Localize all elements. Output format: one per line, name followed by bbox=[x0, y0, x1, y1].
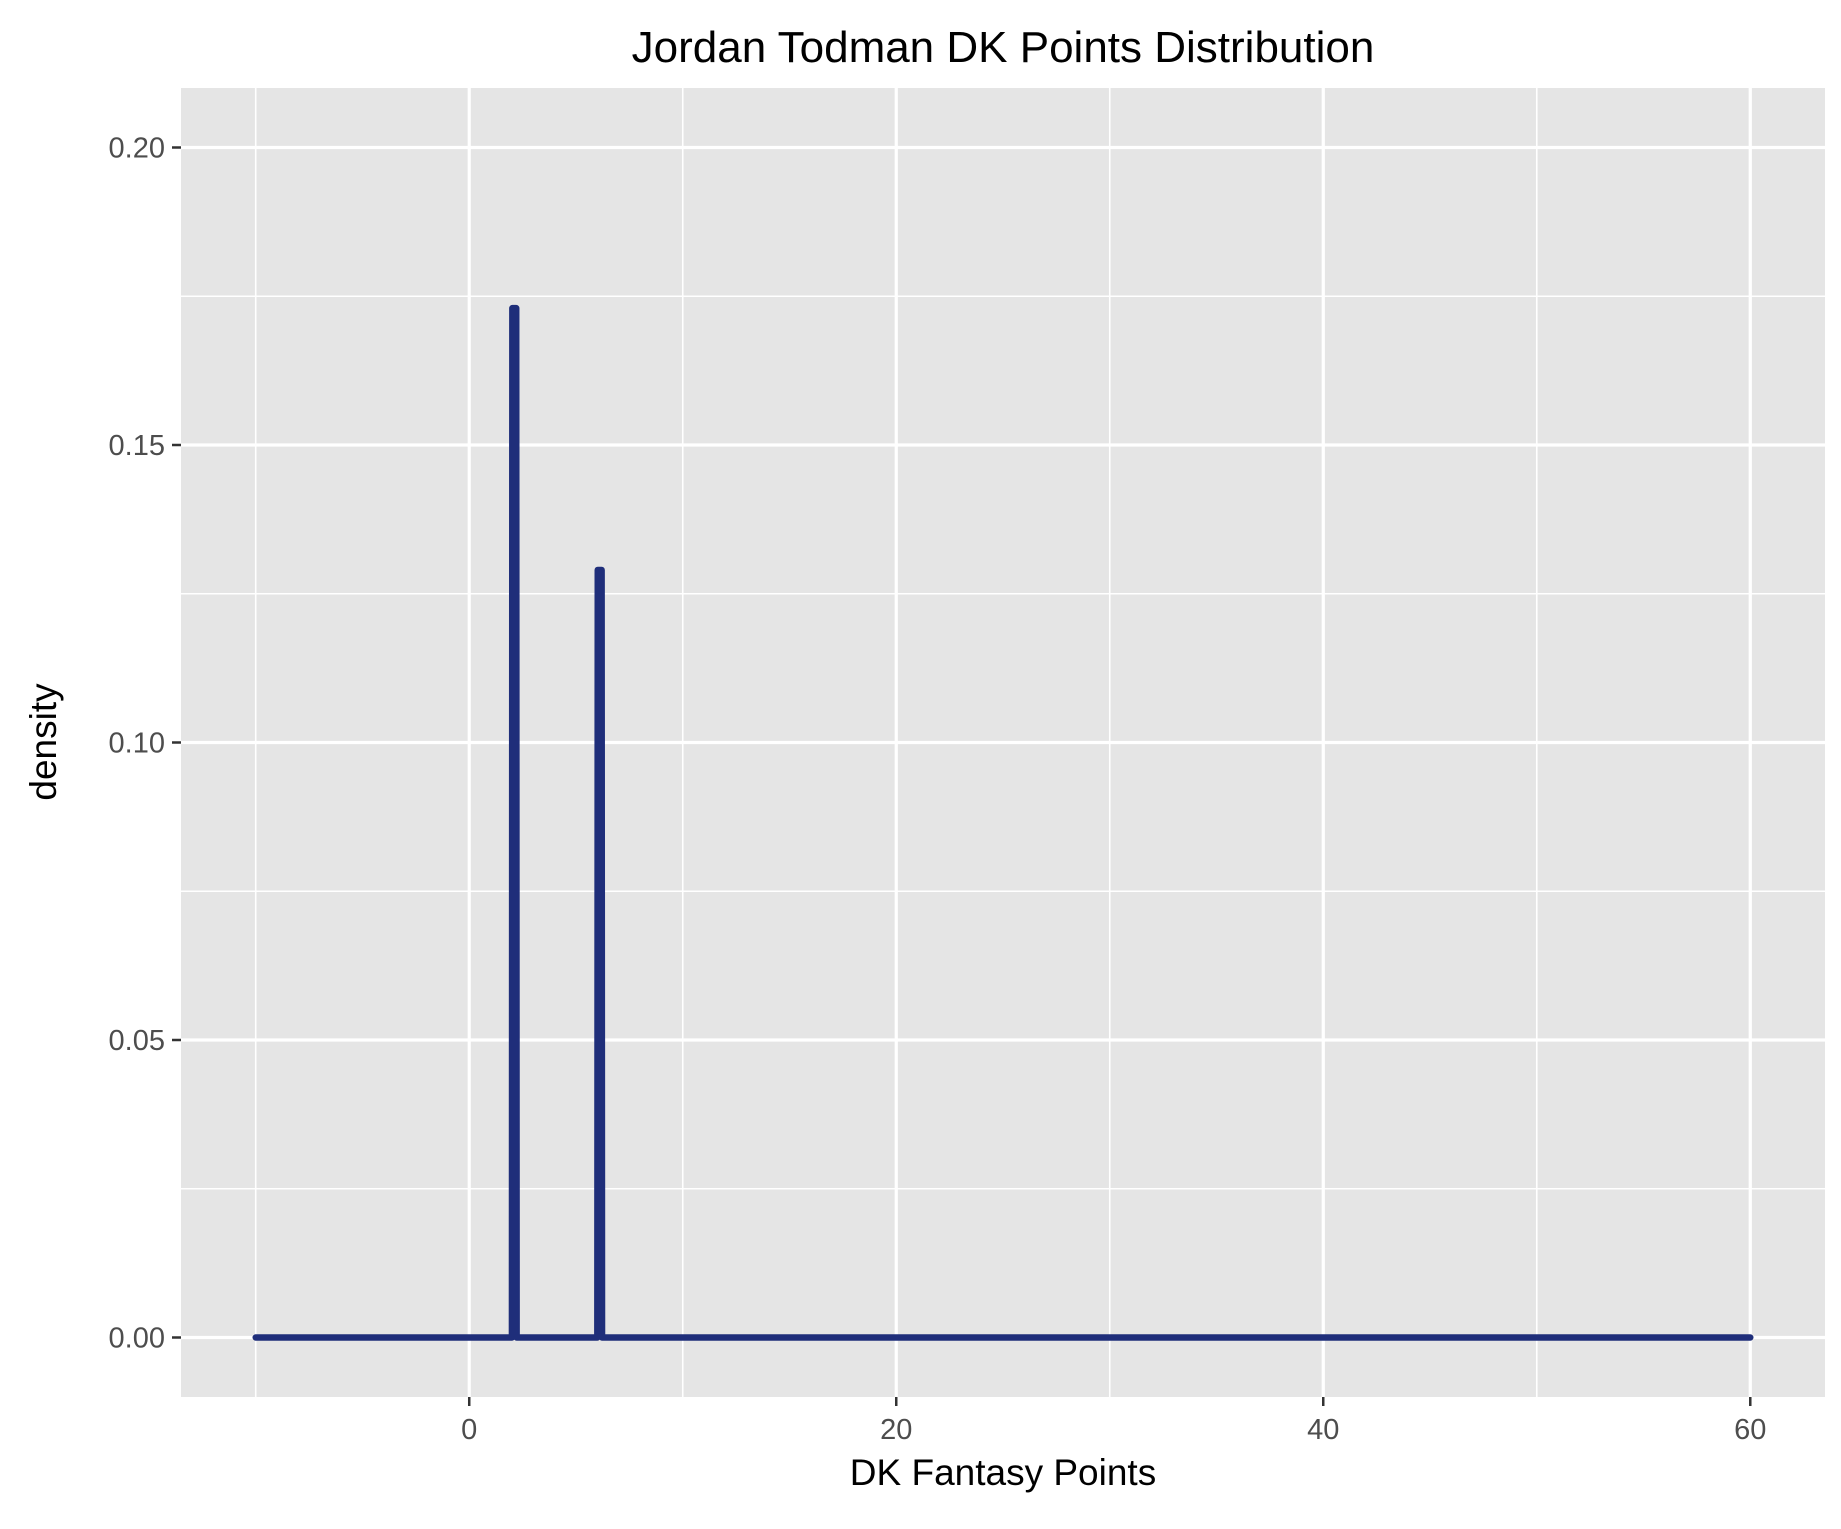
x-tick-label: 40 bbox=[1307, 1414, 1339, 1446]
x-tick-label: 60 bbox=[1734, 1414, 1766, 1446]
series-layer bbox=[252, 304, 1754, 1341]
y-axis-title: density bbox=[23, 683, 64, 801]
y-tick-label: 0.10 bbox=[109, 728, 165, 760]
y-axis: 0.00 0.05 0.10 0.15 0.20 bbox=[109, 133, 181, 1355]
y-tick-label: 0.00 bbox=[109, 1323, 165, 1355]
chart-title: Jordan Todman DK Points Distribution bbox=[632, 23, 1375, 72]
x-tick-label: 20 bbox=[880, 1414, 912, 1446]
y-tick-label: 0.15 bbox=[109, 430, 165, 462]
x-axis: 0 20 40 60 bbox=[461, 1397, 1766, 1446]
y-tick-label: 0.05 bbox=[109, 1025, 165, 1057]
density-line bbox=[252, 304, 1754, 1341]
x-tick-label: 0 bbox=[461, 1414, 477, 1446]
y-tick-label: 0.20 bbox=[109, 133, 165, 165]
x-axis-title: DK Fantasy Points bbox=[850, 1452, 1156, 1493]
